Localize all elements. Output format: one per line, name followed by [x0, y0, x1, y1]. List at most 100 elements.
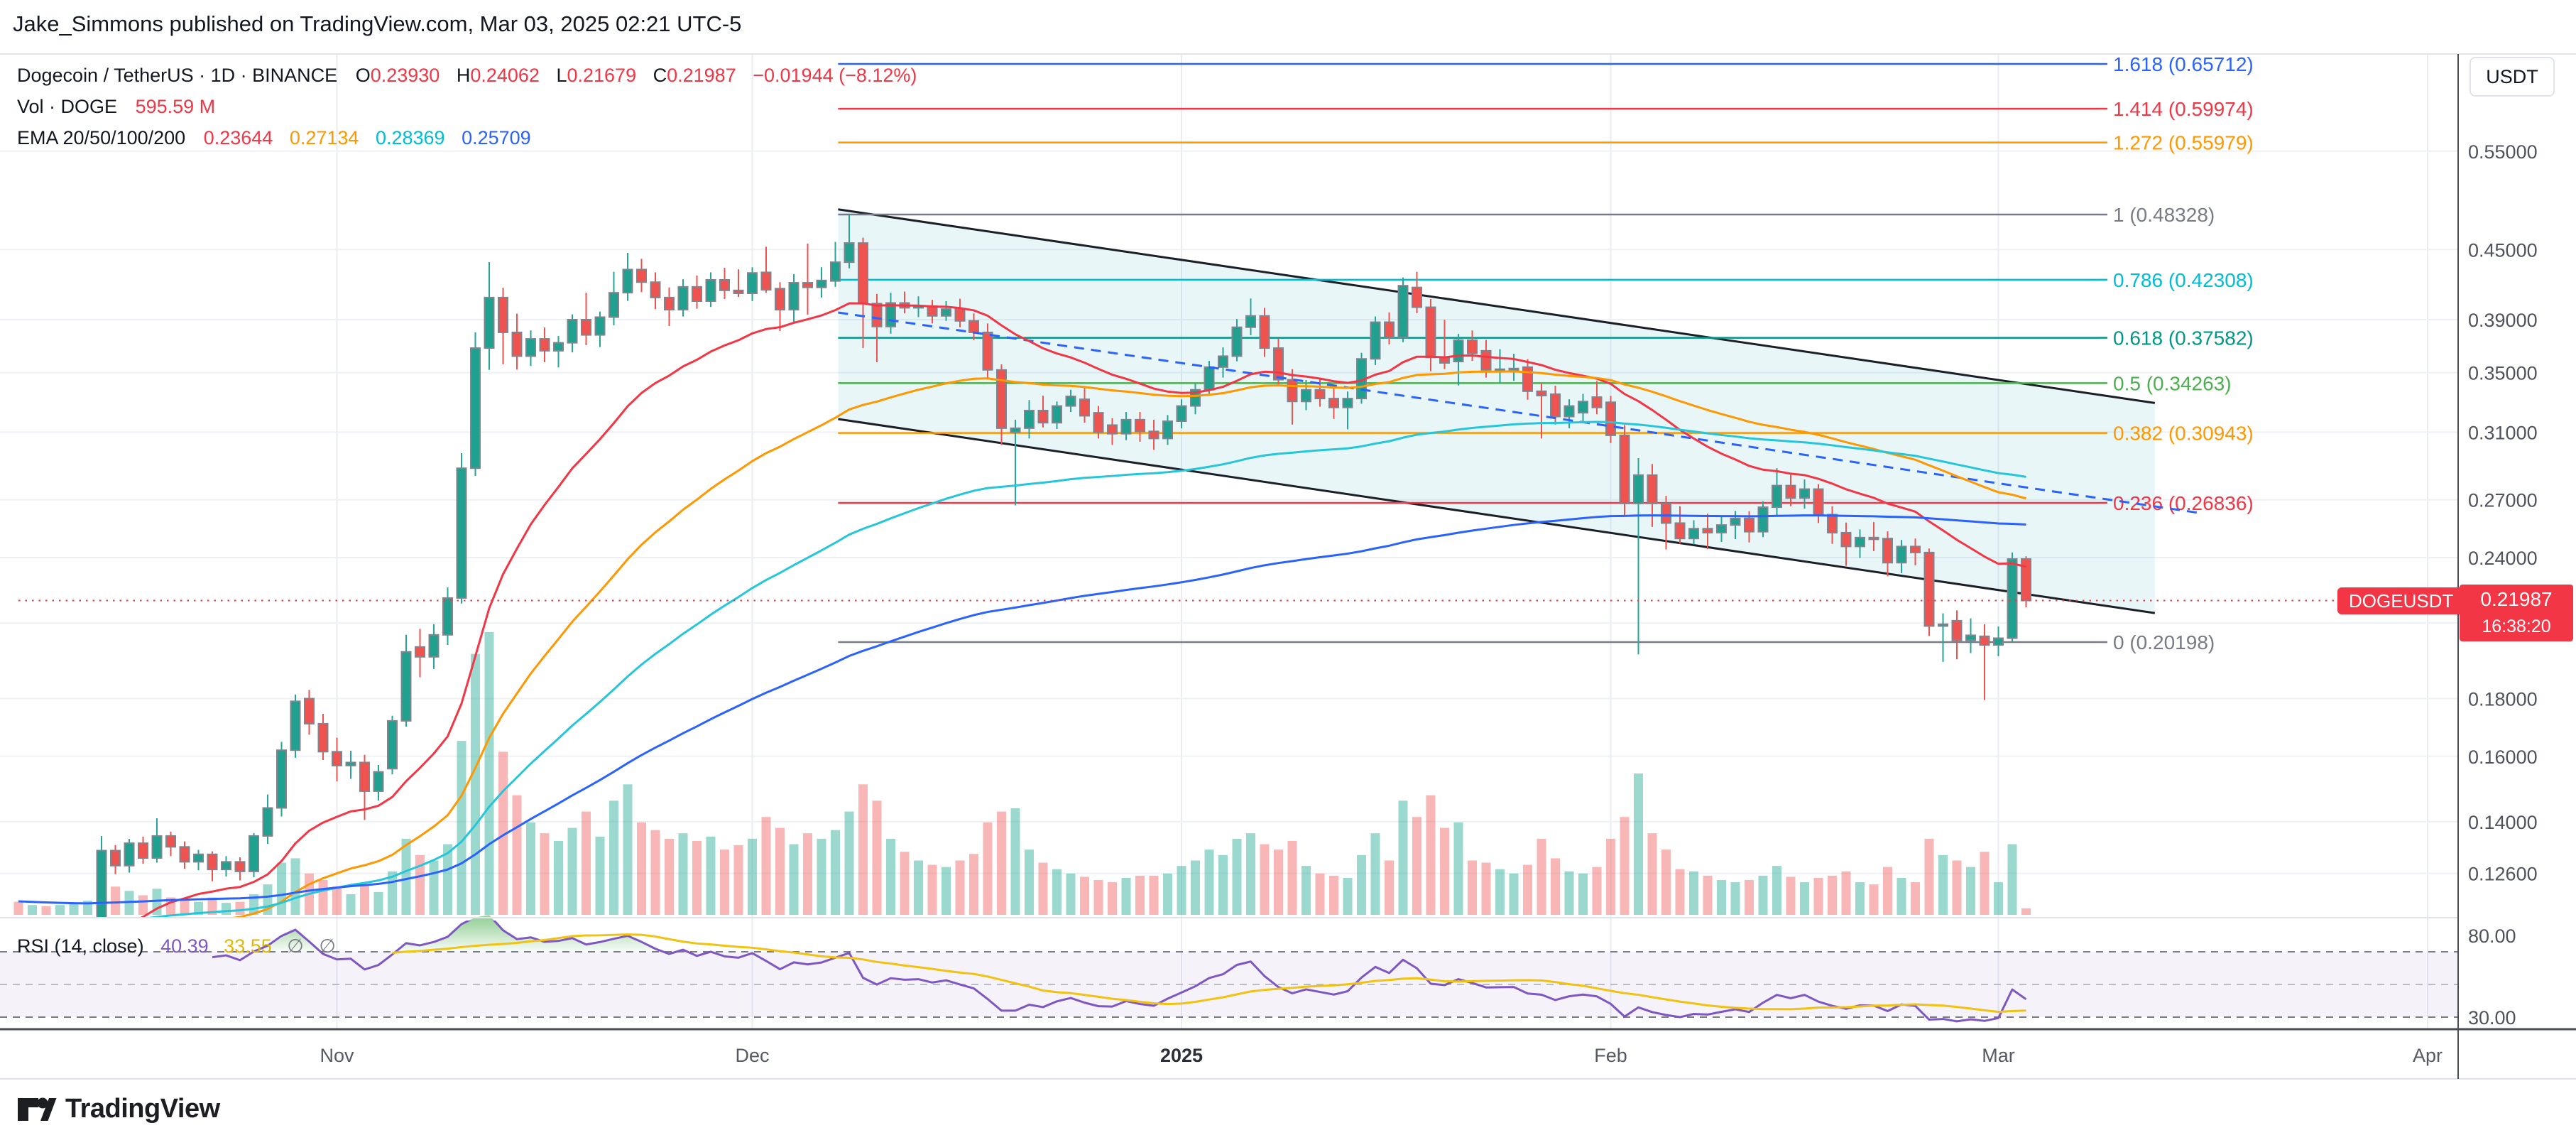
currency-toggle-button[interactable]: USDT: [2469, 57, 2555, 97]
volume-bar: [983, 822, 993, 915]
candle-body: [816, 279, 827, 288]
chart-legend[interactable]: Dogecoin / TetherUS · 1D · BINANCE O0.23…: [17, 61, 928, 155]
legend-ema-row[interactable]: EMA 20/50/100/200 0.23644 0.27134 0.2836…: [17, 124, 928, 155]
candle-body: [1190, 389, 1201, 407]
rsi-scale-label: 30.00: [2468, 1007, 2516, 1028]
volume-bar: [111, 886, 120, 915]
volume-bar: [748, 838, 757, 915]
candle-body: [387, 720, 398, 770]
volume-label: Vol · DOGE: [17, 96, 118, 117]
volume-bar: [1523, 864, 1532, 915]
candle-body: [1688, 528, 1699, 540]
volume-bar: [55, 905, 65, 915]
tradingview-logo-icon: [18, 1097, 57, 1121]
volume-bar: [1994, 882, 2003, 915]
volume-bar: [1453, 822, 1463, 915]
ema-100-line: [143, 420, 2026, 918]
candle-body: [1231, 326, 1243, 357]
volume-bar: [1385, 860, 1394, 915]
volume-bar: [706, 836, 716, 915]
candle-body: [1508, 367, 1519, 371]
candle-body: [1993, 637, 2004, 646]
price-scale-label: 0.39000: [2468, 310, 2538, 331]
descending-trendline[interactable]: [838, 311, 2201, 514]
candle-body: [96, 849, 107, 918]
volume-bar: [1828, 875, 1837, 915]
candle-body: [1591, 396, 1603, 408]
fib-label: 0 (0.20198): [2113, 631, 2215, 653]
candle-body: [290, 700, 301, 751]
volume-bar: [1966, 867, 1975, 915]
candle-body: [1757, 506, 1769, 533]
candle-body: [1882, 538, 1893, 564]
fib-label: 1 (0.48328): [2113, 204, 2215, 226]
tradingview-logo[interactable]: TradingView: [17, 1094, 220, 1124]
price-scale-label: 0.31000: [2468, 422, 2538, 443]
volume-bar: [1813, 877, 1823, 915]
publish-header: Jake_Simmons published on TradingView.co…: [13, 11, 742, 36]
rsi-legend[interactable]: RSI (14, close) 40.39 33.55 ∅ ∅: [17, 933, 346, 959]
volume-bar: [1121, 877, 1131, 915]
volume-bar: [1398, 800, 1408, 915]
legend-symbol-row[interactable]: Dogecoin / TetherUS · 1D · BINANCE O0.23…: [17, 61, 928, 92]
candle-body: [941, 308, 951, 317]
volume-bar: [1896, 877, 1906, 915]
candle-body: [567, 319, 578, 344]
time-axis-label: Apr: [2413, 1045, 2443, 1066]
ema200-value: 0.25709: [462, 127, 531, 148]
volume-bar: [1537, 838, 1546, 915]
candle-body: [262, 807, 273, 837]
volume-bar: [1260, 844, 1270, 915]
fib-label: 1.414 (0.59974): [2113, 98, 2254, 120]
candle-body: [968, 320, 979, 333]
volume-bar: [1301, 866, 1311, 915]
volume-bar: [443, 844, 452, 915]
channel-fill: [838, 209, 2155, 614]
volume-bar: [1038, 862, 1048, 915]
volume-bar: [567, 827, 577, 915]
fib-label: 0.786 (0.42308): [2113, 269, 2254, 291]
volume-bar: [1218, 854, 1228, 915]
volume-bar: [582, 811, 591, 915]
volume-bar: [1745, 880, 1754, 915]
rsi-empty-value-2: ∅: [319, 935, 336, 957]
rsi-scale-label: 80.00: [2468, 925, 2516, 947]
volume-bar: [401, 838, 411, 915]
price-scale[interactable]: 0.55000 0.45000 0.39000 0.35000 0.31000 0.270…: [2468, 141, 2538, 1028]
open-value: 0.23930: [370, 65, 440, 86]
candle-body: [276, 749, 287, 809]
candle-body: [498, 296, 508, 333]
volume-bar: [1578, 873, 1588, 915]
candle-body: [954, 308, 966, 322]
candle-body: [844, 242, 855, 264]
volume-bar: [360, 884, 369, 915]
rsi-ma-line: [392, 933, 2026, 1014]
volume-bar: [1855, 882, 1865, 915]
time-axis[interactable]: Nov Dec 2025 Feb Mar Apr: [320, 1045, 2443, 1066]
candle-body: [1730, 517, 1741, 526]
parallel-channel[interactable]: [838, 208, 2156, 614]
ema20-value: 0.23644: [203, 127, 273, 148]
candle-body: [1772, 484, 1782, 509]
candle-body: [1052, 405, 1062, 424]
volume-bar: [180, 899, 190, 915]
legend-volume-row[interactable]: Vol · DOGE 595.59 M: [17, 92, 928, 124]
candle-body: [1923, 551, 1935, 627]
volume-bar: [1980, 852, 1990, 915]
candle-body: [304, 697, 315, 724]
low-label: L: [556, 65, 567, 86]
candle-body: [249, 835, 259, 872]
fib-retracement[interactable]: 1.618 (0.65712) 1.414 (0.59974) 1.272 (0.5…: [838, 53, 2254, 653]
rsi-pane[interactable]: [0, 915, 2458, 1023]
rsi-ma-value: 33.55: [224, 935, 272, 957]
volume-bar: [637, 822, 646, 915]
candle-body: [1314, 389, 1326, 400]
candle-body: [1120, 418, 1132, 435]
volume-bar: [1163, 873, 1172, 915]
change-value: −0.01944 (−8.12%): [753, 65, 917, 86]
volume-bar: [1911, 882, 1920, 915]
candle-body: [1605, 401, 1616, 436]
candles-layer: [96, 215, 2031, 918]
channel-upper-line: [838, 208, 2156, 404]
